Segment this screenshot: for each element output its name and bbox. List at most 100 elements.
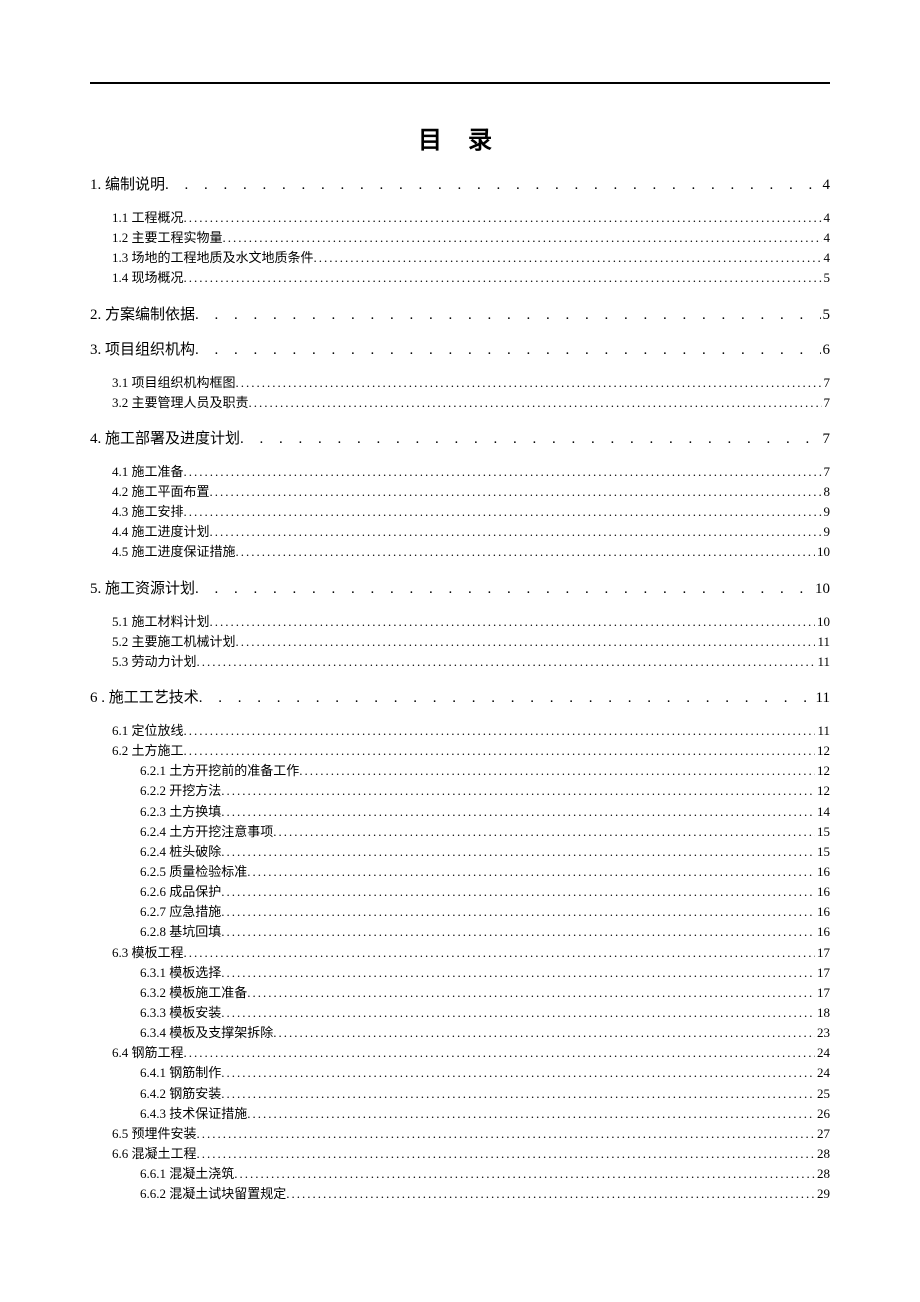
toc-entry: 6.4.2 钢筋安装..............................… (90, 1084, 830, 1104)
toc-entry-label: 6.2.5 质量检验标准 (140, 862, 247, 882)
toc-entry-page: 24 (815, 1043, 830, 1063)
toc-entry: 4. 施工部署及进度计划 . . . . . . . . . . . . . .… (90, 427, 830, 448)
toc-entry-page: 12 (815, 761, 830, 781)
toc-entry-label: 6.6 混凝土工程 (112, 1144, 197, 1164)
toc-leader-dots: ........................................… (221, 963, 815, 983)
toc-leader-dots: ........................................… (221, 902, 815, 922)
toc-entry: 1.1 工程概况................................… (90, 208, 830, 228)
toc-leader-dots: ........................................… (221, 1084, 815, 1104)
toc-entry: 4.5 施工进度保证措施............................… (90, 542, 830, 562)
toc-leader-dots: ........................................… (314, 248, 822, 268)
toc-leader-dots: ........................................… (247, 983, 815, 1003)
toc-entry-label: 6.6.2 混凝土试块留置规定 (140, 1184, 286, 1204)
toc-entry: 6.6.2 混凝土试块留置规定.........................… (90, 1184, 830, 1204)
toc-title: 目 录 (90, 120, 830, 155)
toc-leader-dots: ........................................… (223, 228, 822, 248)
toc-entry: 6.2 土方施工................................… (90, 741, 830, 761)
toc-entry-page: 14 (815, 802, 830, 822)
toc-entry-label: 4.3 施工安排 (112, 502, 184, 522)
toc-entry-page: 24 (815, 1063, 830, 1083)
toc-entry-page: 17 (815, 963, 830, 983)
toc-leader-dots: ........................................… (273, 822, 815, 842)
toc-entry-page: 11 (815, 632, 830, 652)
toc-entry-page: 17 (815, 983, 830, 1003)
toc-entry-label: 6.4.1 钢筋制作 (140, 1063, 221, 1083)
toc-entry-page: 16 (815, 902, 830, 922)
toc-entry-page: 26 (815, 1104, 830, 1124)
toc-leader-dots: . . . . . . . . . . . . . . . . . . . . … (240, 431, 820, 448)
toc-entry: 3.1 项目组织机构框图............................… (90, 373, 830, 393)
toc-leader-dots: ........................................… (221, 842, 815, 862)
toc-entry-label: 2. 方案编制依据 (90, 303, 195, 324)
toc-entry: 3.2 主要管理人员及职责...........................… (90, 393, 830, 413)
toc-entry-page: 15 (815, 842, 830, 862)
toc-leader-dots: ........................................… (236, 542, 815, 562)
toc-entry: 6.3.3 模板安装..............................… (90, 1003, 830, 1023)
toc-entry-page: 16 (815, 882, 830, 902)
toc-entry-page: 16 (815, 922, 830, 942)
toc-entry-label: 4.2 施工平面布置 (112, 482, 210, 502)
toc-entry-page: 10 (815, 612, 830, 632)
toc-leader-dots: ........................................… (184, 1043, 815, 1063)
toc-entry: 6.3.2 模板施工准备............................… (90, 983, 830, 1003)
toc-entry-label: 4.5 施工进度保证措施 (112, 542, 236, 562)
toc-entry-page: 11 (814, 690, 830, 707)
toc-leader-dots: ........................................… (210, 482, 822, 502)
toc-leader-dots: ........................................… (247, 862, 815, 882)
toc-entry-label: 6.3 模板工程 (112, 943, 184, 963)
toc-entry: 6.4.3 技术保证措施............................… (90, 1104, 830, 1124)
toc-entry: 1.2 主要工程实物量.............................… (90, 228, 830, 248)
toc-entry-label: 5.1 施工材料计划 (112, 612, 210, 632)
toc-entry-page: 28 (815, 1164, 830, 1184)
toc-entry: 6.6.1 混凝土浇筑.............................… (90, 1164, 830, 1184)
toc-entry-label: 1.2 主要工程实物量 (112, 228, 223, 248)
toc-entry: 6.2.6 成品保护..............................… (90, 882, 830, 902)
toc-entry: 6.6 混凝土工程...............................… (90, 1144, 830, 1164)
toc-entry-label: 1. 编制说明 (90, 173, 165, 194)
toc-leader-dots: ........................................… (221, 922, 815, 942)
toc-entry-label: 1.3 场地的工程地质及水文地质条件 (112, 248, 314, 268)
toc-leader-dots: . . . . . . . . . . . . . . . . . . . . … (195, 581, 813, 598)
toc-entry-label: 6.2.1 土方开挖前的准备工作 (140, 761, 299, 781)
toc-entry-label: 4.4 施工进度计划 (112, 522, 210, 542)
toc-leader-dots: ........................................… (197, 1124, 815, 1144)
toc-entry: 6.2.5 质量检验标准............................… (90, 862, 830, 882)
toc-leader-dots: ........................................… (273, 1023, 815, 1043)
toc-entry: 4.3 施工安排................................… (90, 502, 830, 522)
toc-entry: 6.2.4 桩头破除..............................… (90, 842, 830, 862)
toc-entry-page: 12 (815, 781, 830, 801)
toc-entry-page: 15 (815, 822, 830, 842)
toc-entry-label: 6.4.2 钢筋安装 (140, 1084, 221, 1104)
toc-entry-label: 6 . 施工工艺技术 (90, 686, 199, 707)
toc-entry-label: 6.3.1 模板选择 (140, 963, 221, 983)
toc-entry-label: 6.3.3 模板安装 (140, 1003, 221, 1023)
toc-entry-page: 11 (815, 721, 830, 741)
toc-leader-dots: ........................................… (221, 1003, 815, 1023)
toc-entry: 3. 项目组织机构 . . . . . . . . . . . . . . . … (90, 338, 830, 359)
toc-entry: 6.2.7 应急措施..............................… (90, 902, 830, 922)
toc-entry-page: 28 (815, 1144, 830, 1164)
toc-entry-page: 18 (815, 1003, 830, 1023)
toc-entry-label: 6.3.2 模板施工准备 (140, 983, 247, 1003)
toc-leader-dots: ........................................… (184, 502, 822, 522)
toc-entry: 6.4.1 钢筋制作..............................… (90, 1063, 830, 1083)
toc-entry-label: 5. 施工资源计划 (90, 577, 195, 598)
toc-entry: 6.4 钢筋工程................................… (90, 1043, 830, 1063)
toc-entry-page: 27 (815, 1124, 830, 1144)
toc-entry-label: 6.2 土方施工 (112, 741, 184, 761)
toc-leader-dots: ........................................… (221, 781, 815, 801)
toc-entry: 6.3.4 模板及支撑架拆除..........................… (90, 1023, 830, 1043)
toc-leader-dots: . . . . . . . . . . . . . . . . . . . . … (195, 342, 820, 359)
toc-entry-page: 7 (822, 393, 831, 413)
toc-entry: 2. 方案编制依据 . . . . . . . . . . . . . . . … (90, 303, 830, 324)
toc-entry-label: 6.4 钢筋工程 (112, 1043, 184, 1063)
toc-entry-page: 25 (815, 1084, 830, 1104)
toc-entry-page: 5 (821, 307, 831, 324)
toc-entry: 6.5 预埋件安装...............................… (90, 1124, 830, 1144)
toc-entry: 6.2.2 开挖方法..............................… (90, 781, 830, 801)
toc-entry: 6.2.4 土方开挖注意事项..........................… (90, 822, 830, 842)
toc-entry-page: 4 (822, 208, 831, 228)
toc-entry-page: 29 (815, 1184, 830, 1204)
toc-leader-dots: ........................................… (286, 1184, 815, 1204)
toc-entry-page: 7 (821, 431, 831, 448)
